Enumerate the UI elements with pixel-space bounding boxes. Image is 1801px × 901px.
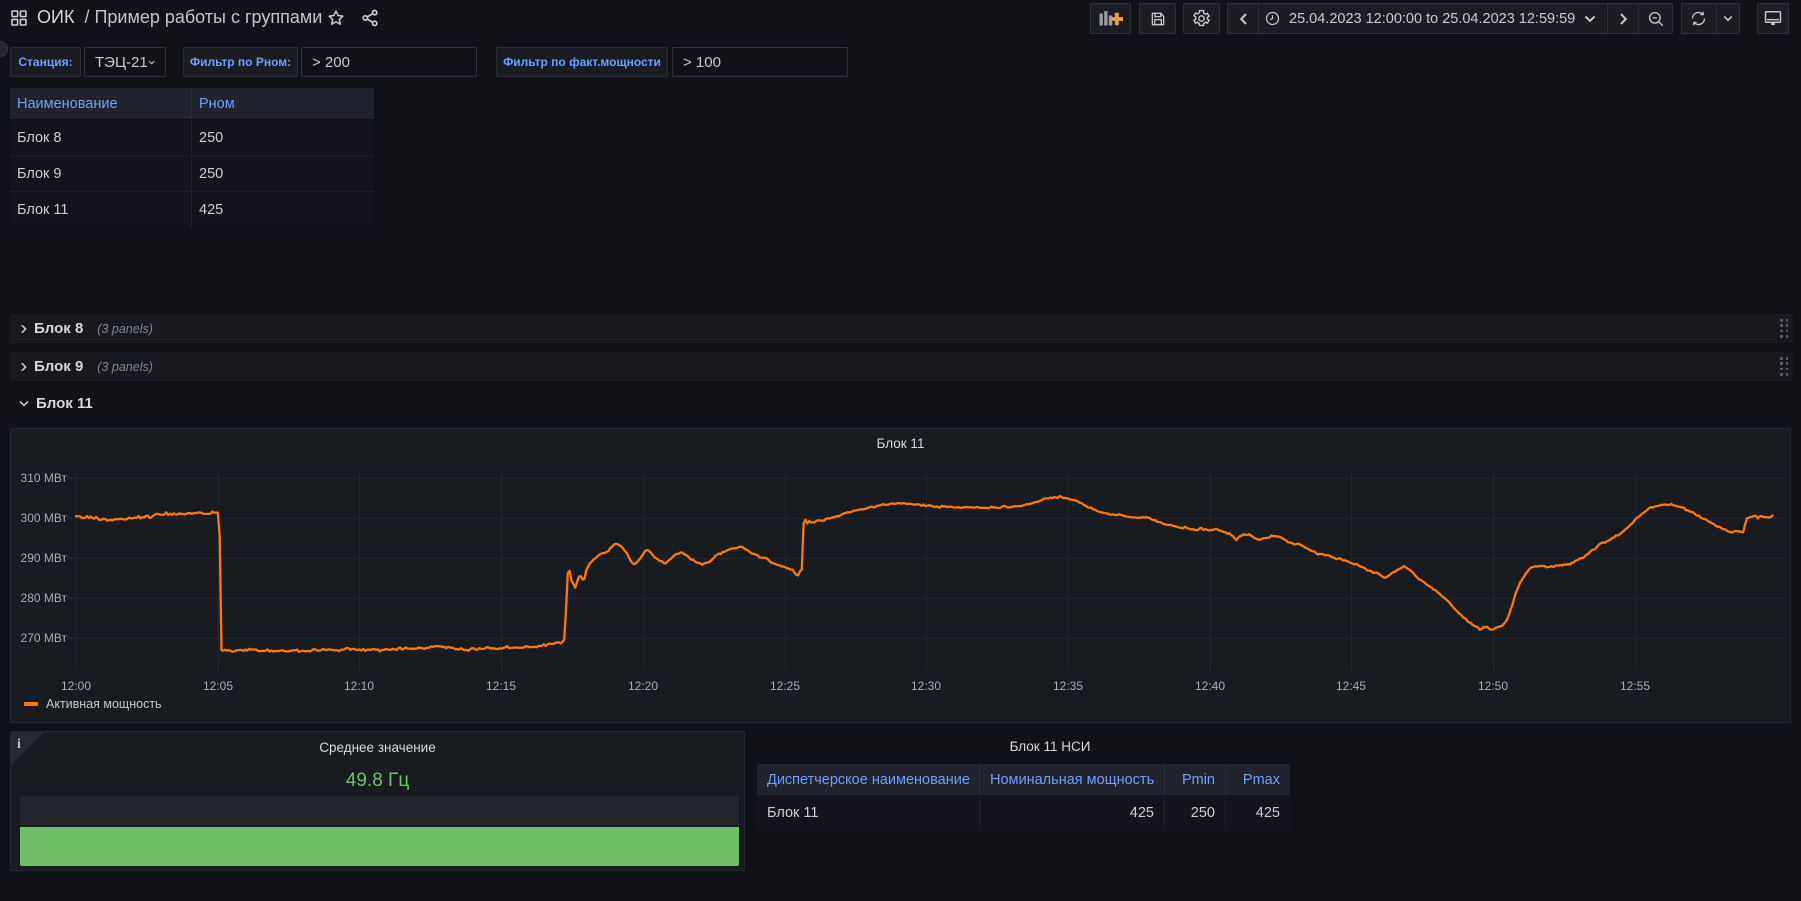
svg-text:12:25: 12:25: [770, 679, 800, 693]
svg-text:12:20: 12:20: [628, 679, 658, 693]
svg-text:12:55: 12:55: [1620, 679, 1650, 693]
svg-text:290 МВт: 290 МВт: [21, 551, 68, 565]
svg-text:12:05: 12:05: [203, 679, 233, 693]
svg-text:12:30: 12:30: [911, 679, 941, 693]
svg-text:12:40: 12:40: [1195, 679, 1225, 693]
svg-text:12:45: 12:45: [1336, 679, 1366, 693]
svg-text:300 МВт: 300 МВт: [21, 511, 68, 525]
svg-text:12:15: 12:15: [486, 679, 516, 693]
svg-text:270 МВт: 270 МВт: [21, 631, 68, 645]
svg-text:280 МВт: 280 МВт: [21, 591, 68, 605]
svg-text:12:35: 12:35: [1053, 679, 1083, 693]
svg-text:12:00: 12:00: [61, 679, 91, 693]
svg-text:12:10: 12:10: [344, 679, 374, 693]
svg-text:310 МВт: 310 МВт: [21, 471, 68, 485]
svg-text:12:50: 12:50: [1478, 679, 1508, 693]
